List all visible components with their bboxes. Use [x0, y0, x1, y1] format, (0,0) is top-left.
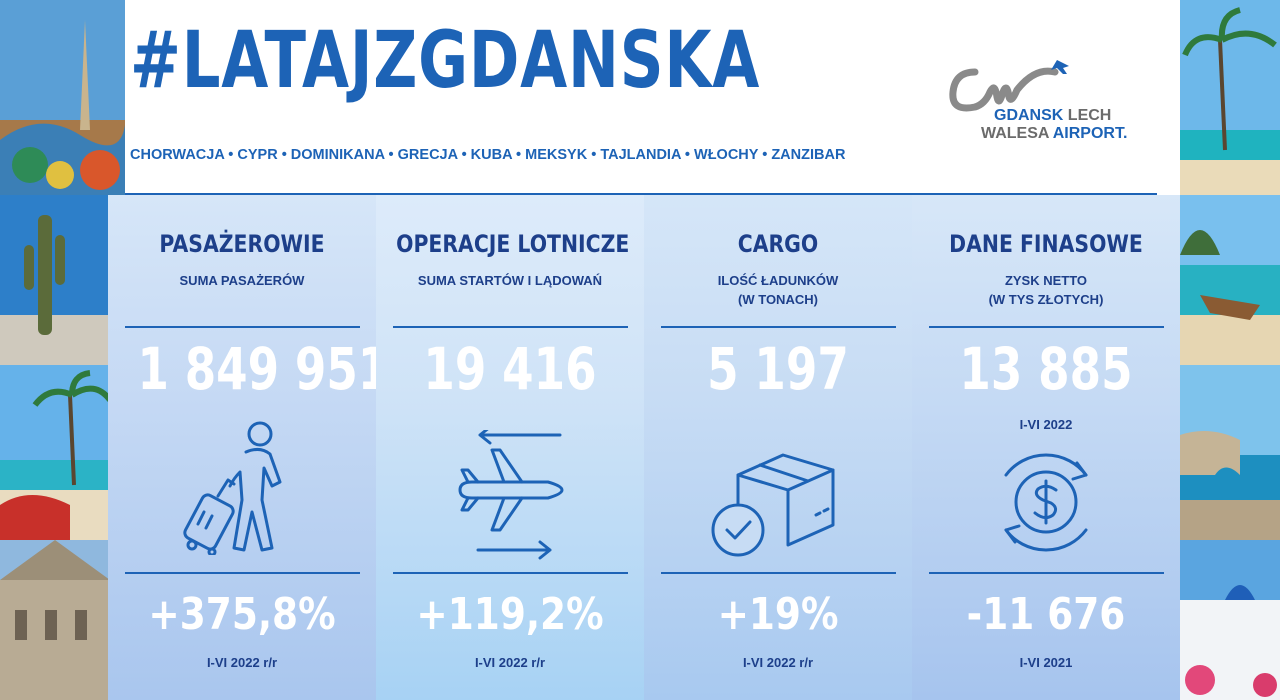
financial-footnote: I-VI 2021	[1019, 655, 1073, 670]
financial-change: -11 676	[966, 589, 1126, 640]
dollar-cycle-icon	[1004, 453, 1088, 552]
financial-panel: DANE FINASOWE ZYSK NETTO (W TYS ZŁOTYCH)…	[912, 195, 1180, 700]
logo-text-gdansk: GDANSK	[994, 107, 1064, 124]
cargo-subtitle-line2: (W TONACH)	[738, 292, 818, 307]
photo-sea-arch	[1180, 365, 1280, 540]
passengers-footnote: I-VI 2022 r/r	[206, 655, 278, 670]
flight-operations-divider-top	[393, 326, 628, 328]
flight-operations-change: +119,2%	[416, 589, 604, 640]
photo-santorini	[1180, 540, 1280, 700]
flight-operations-value: 19 416	[423, 335, 597, 403]
flight-operations-divider-bottom	[393, 572, 628, 574]
traveler-with-suitcase-icon	[183, 421, 282, 555]
photo-park-guell	[0, 0, 125, 195]
hashtag-title: #LATAJZGDANSKA	[130, 16, 761, 106]
cargo-subtitle: ILOŚĆ ŁADUNKÓW (W TONACH)	[644, 271, 912, 309]
photo-cactus	[0, 195, 125, 365]
passengers-value: 1 849 951	[137, 335, 390, 403]
financial-value-period: I-VI 2022	[1019, 417, 1073, 432]
cargo-change: +19%	[717, 589, 839, 640]
flight-operations-panel: OPERACJE LOTNICZE SUMA STARTÓW I LĄDOWAŃ…	[376, 195, 644, 700]
passengers-panel: PASAŻEROWIE SUMA PASAŻERÓW 1 849 951 +37…	[108, 195, 390, 700]
photo-longtail-boat	[1180, 195, 1280, 365]
package-check-icon	[711, 453, 835, 557]
airport-logo: GDANSK LECH WALESA AIRPORT.	[945, 52, 1145, 147]
passengers-divider-top	[125, 326, 360, 328]
cargo-panel: CARGO ILOŚĆ ŁADUNKÓW (W TONACH) 5 197 +1…	[644, 195, 912, 700]
cargo-divider-top	[661, 326, 896, 328]
logo-signature-icon	[949, 60, 1069, 112]
financial-subtitle-line2: (W TYS ZŁOTYCH)	[988, 292, 1104, 307]
logo-text-airport: AIRPORT.	[1052, 125, 1128, 142]
cargo-value: 5 197	[707, 335, 849, 403]
photo-beach-palms	[0, 365, 125, 540]
cargo-title: CARGO	[737, 230, 819, 258]
header-divider	[125, 193, 1157, 195]
financial-subtitle: ZYSK NETTO (W TYS ZŁOTYCH)	[912, 271, 1180, 309]
financial-subtitle-line1: ZYSK NETTO	[1004, 273, 1088, 288]
financial-value: 13 885	[959, 335, 1133, 403]
cargo-footnote: I-VI 2022 r/r	[742, 655, 814, 670]
flight-operations-footnote: I-VI 2022 r/r	[474, 655, 546, 670]
logo-text-lech: LECH	[1067, 107, 1112, 124]
passengers-divider-bottom	[125, 572, 360, 574]
photo-tropical-beach	[1180, 0, 1280, 195]
photo-palace	[0, 540, 125, 700]
passengers-change: +375,8%	[148, 589, 336, 640]
financial-title: DANE FINASOWE	[949, 230, 1143, 258]
flight-operations-subtitle: SUMA STARTÓW I LĄDOWAŃ	[417, 273, 603, 288]
destinations-list: CHORWACJA • CYPR • DOMINIKANA • GRECJA •…	[130, 147, 846, 163]
financial-divider-bottom	[929, 572, 1164, 574]
logo-text-walesa: WALESA	[981, 125, 1049, 142]
passengers-title: PASAŻEROWIE	[159, 230, 325, 258]
flight-operations-title: OPERACJE LOTNICZE	[396, 230, 630, 258]
financial-divider-top	[929, 326, 1164, 328]
cargo-divider-bottom	[661, 572, 896, 574]
airplane-arrows-icon	[458, 430, 564, 560]
passengers-subtitle: SUMA PASAŻERÓW	[179, 273, 305, 288]
cargo-subtitle-line1: ILOŚĆ ŁADUNKÓW	[717, 273, 839, 288]
